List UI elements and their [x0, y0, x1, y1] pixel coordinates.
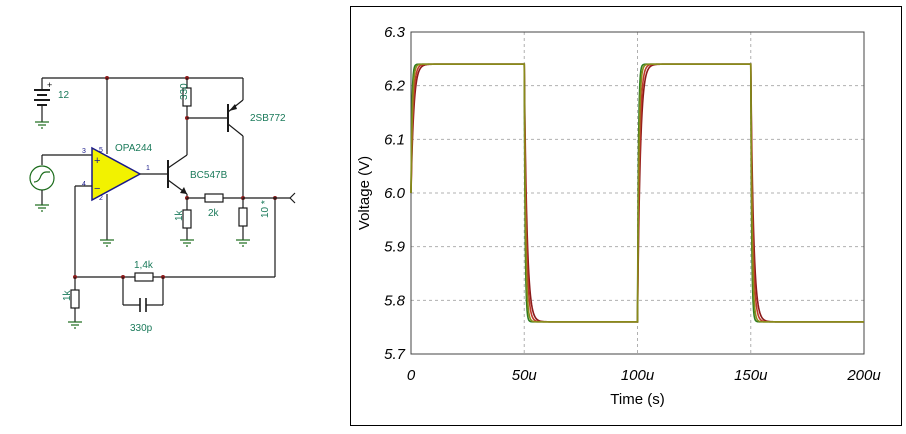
x-tick-label: 150u: [734, 367, 768, 384]
y-tick-label: 5.8: [384, 292, 406, 309]
y-tick-label: 6.1: [384, 131, 405, 148]
r2k-label: 2k: [208, 208, 220, 219]
q2-label: 2SB772: [250, 113, 286, 124]
transistor-2sb772: 2SB772: [227, 99, 286, 137]
resistor-330: 330: [179, 78, 192, 118]
y-tick-label: 5.7: [384, 346, 406, 363]
q1-label: BC547B: [190, 170, 228, 181]
r330-label: 330: [179, 83, 190, 100]
circuit-schematic: + 12 + − 3 4 5 2 1 OPA244 BC547B: [29, 76, 296, 334]
y-axis-label: Voltage (V): [356, 156, 373, 230]
r1k-feedback-label: 1k: [62, 289, 73, 301]
y-tick-label: 6.2: [384, 78, 406, 95]
battery-label: 12: [58, 90, 70, 101]
y-tick-label: 6.3: [384, 24, 406, 41]
output-terminal-icon: [289, 192, 296, 204]
r1k-emitter-label: 1k: [174, 209, 185, 221]
battery-plus-sign: +: [47, 80, 52, 90]
pin-label-4: 4: [82, 181, 86, 188]
opamp-label: OPA244: [115, 143, 152, 154]
c330p-label: 330p: [130, 323, 153, 334]
resistor-1-4k: 1,4k: [134, 260, 154, 282]
y-tick-label: 5.9: [384, 239, 406, 256]
signal-source: [29, 154, 92, 212]
x-axis-label: Time (s): [610, 391, 664, 408]
pin-label-5: 5: [99, 147, 103, 154]
pin-label-3: 3: [82, 148, 86, 155]
resistor-2k: 2k: [204, 193, 224, 219]
x-tick-label: 200u: [846, 367, 881, 384]
battery-12v: + 12: [34, 78, 70, 122]
opamp-minus-sign: −: [94, 183, 100, 195]
x-tick-label: 50u: [512, 367, 538, 384]
resistor-1k-emitter: 1k: [174, 198, 192, 240]
rload-label: 10 *: [260, 200, 271, 218]
resistor-1k-feedback: 1k: [62, 277, 80, 322]
ground-symbol: [35, 121, 49, 129]
resistor-10-load: 10 *: [238, 198, 271, 240]
voltage-time-chart: 5.7 5.8 5.9 6.0 6.1 6.2 6.3 0 50u 100u 150u 200u Ti…: [356, 24, 881, 408]
x-tick-label: 100u: [621, 367, 655, 384]
series-line-4: [410, 63, 864, 323]
opamp-plus-sign: +: [94, 155, 100, 167]
capacitor-330p: 330p: [122, 277, 164, 334]
transistor-bc547b: BC547B: [167, 154, 228, 195]
opamp-opa244: + − 3 4 5 2 1 OPA244: [82, 143, 152, 202]
r1-4k-label: 1,4k: [134, 260, 154, 271]
pin-label-2: 2: [99, 195, 103, 202]
plot-frame: 5.7 5.8 5.9 6.0 6.1 6.2 6.3 0 50u 100u 150u 200u Ti…: [350, 6, 902, 426]
y-tick-label: 6.0: [384, 185, 406, 202]
pin-label-1: 1: [146, 165, 150, 172]
x-tick-label: 0: [407, 367, 416, 384]
